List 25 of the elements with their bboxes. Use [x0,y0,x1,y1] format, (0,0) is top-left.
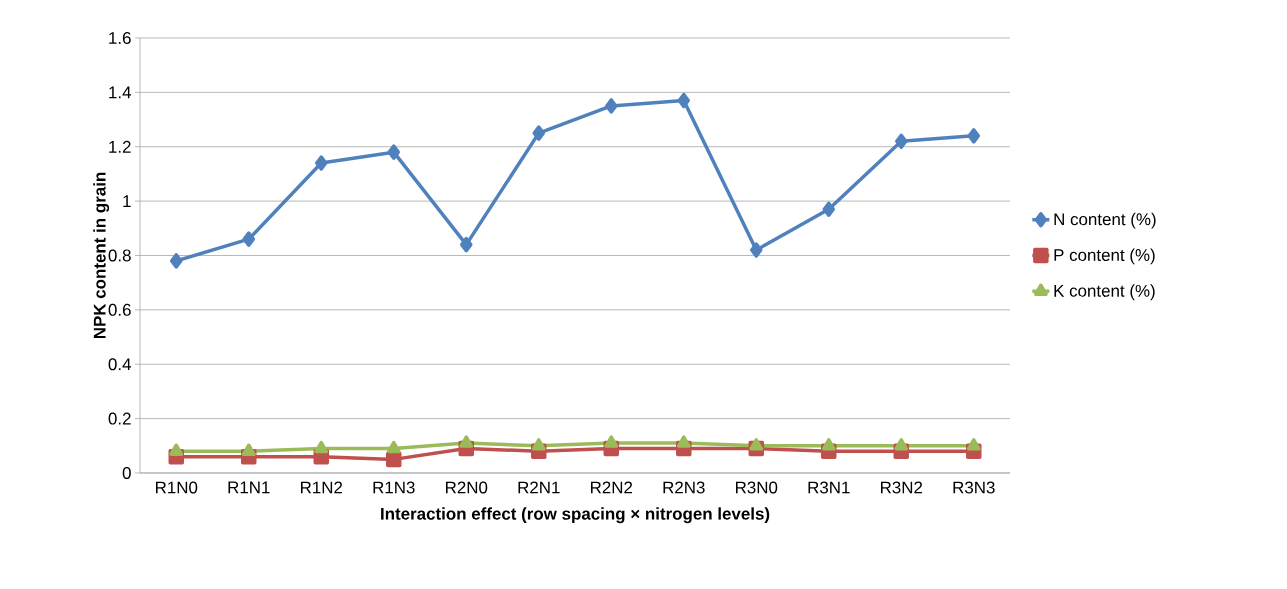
legend-label: K content (%) [1054,284,1155,301]
y-tick-label: 1.2 [109,140,131,153]
x-tick-label: R2N2 [591,481,633,494]
x-tick-label: R1N1 [228,481,270,494]
y-tick-label: 1 [123,195,131,207]
x-tick-label: R2N0 [446,481,488,494]
y-tick-label: 1.6 [109,31,131,44]
x-tick-label: R2N3 [663,481,705,494]
y-tick-label: 0.2 [108,412,131,425]
x-tick-label: R3N0 [736,481,778,494]
x-tick-label: R1N2 [301,481,343,494]
x-tick-label: R3N1 [808,481,850,494]
y-tick-label: 0.4 [108,358,131,371]
x-tick-label: R2N1 [518,481,560,494]
y-tick-label: 0.6 [108,303,131,316]
y-tick-label: 1.4 [109,86,131,99]
x-tick-label: R3N2 [881,481,923,494]
y-tick-label: 0.8 [108,249,131,262]
y-tick-label: 0 [122,466,131,479]
x-axis-title: Interaction effect (row spacing × nitrogen levels) [381,507,770,524]
x-tick-label: R1N0 [156,481,198,494]
legend-label: P content (%) [1054,248,1155,265]
x-tick-label: R3N3 [953,481,995,494]
x-tick-label: R1N3 [373,481,415,494]
legend-label: N content (%) [1054,212,1156,229]
